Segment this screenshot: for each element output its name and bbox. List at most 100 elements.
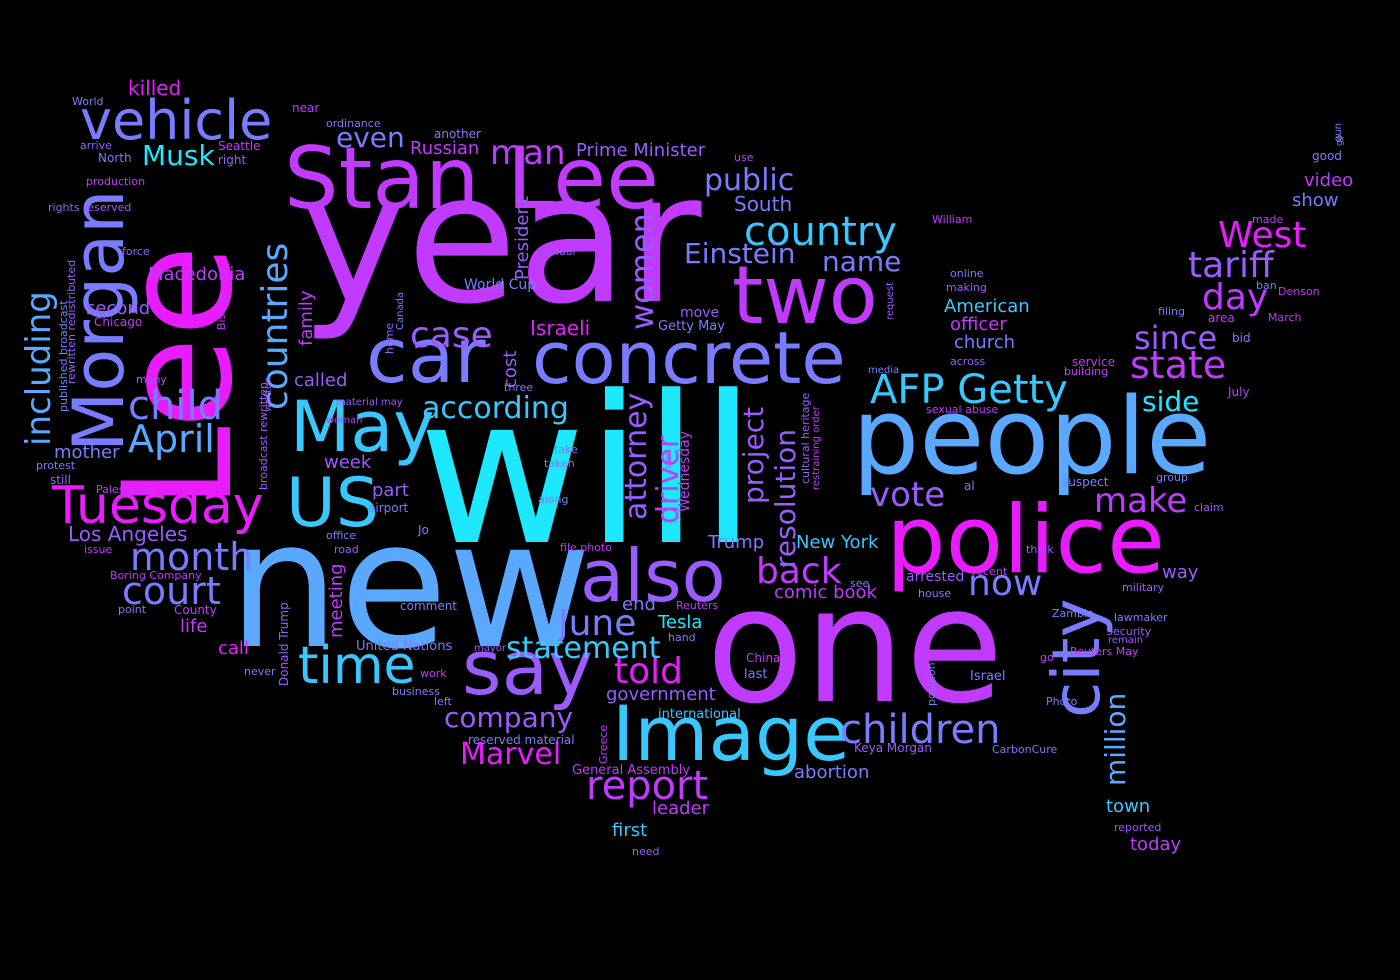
word: Tuesday — [52, 476, 264, 536]
word: airport — [368, 501, 409, 515]
word: will — [418, 353, 757, 591]
word: right — [218, 153, 247, 167]
word: April — [128, 417, 215, 461]
word: vehicle — [80, 89, 273, 152]
word: CarbonCure — [992, 743, 1058, 756]
word: also — [580, 534, 726, 618]
word: need — [632, 845, 660, 858]
word: case — [410, 315, 493, 356]
word: hand — [668, 631, 696, 644]
word: mayor — [474, 643, 507, 654]
word: according — [422, 391, 569, 426]
word: take — [554, 443, 578, 456]
word: filing — [1158, 305, 1185, 318]
word: left — [434, 695, 452, 708]
word: tariff — [1188, 245, 1274, 286]
word: Photo — [1046, 695, 1078, 708]
word: country — [744, 209, 897, 255]
word: American — [944, 296, 1030, 317]
word: General Assembly — [572, 763, 691, 778]
word: al — [964, 479, 975, 493]
word: suspect — [1062, 475, 1109, 489]
word: West — [1218, 215, 1307, 256]
word: arrive — [80, 139, 112, 152]
word: meeting — [326, 563, 347, 638]
word: Jo — [418, 523, 429, 537]
word: Donald Trump — [277, 602, 291, 686]
word: side — [1142, 385, 1200, 418]
word: request — [885, 281, 896, 320]
word: family — [296, 290, 317, 346]
word: bid — [1232, 331, 1251, 345]
word: lawmaker — [1114, 611, 1168, 624]
word: made — [1252, 213, 1284, 226]
word: protest — [36, 459, 76, 472]
word: use — [734, 151, 754, 164]
word: court — [122, 569, 221, 613]
word: attorney — [619, 392, 654, 520]
word: rights reserved — [48, 201, 132, 214]
word: project — [737, 406, 770, 504]
word: told — [614, 651, 683, 692]
word: Image — [612, 689, 851, 778]
word: state — [1130, 343, 1227, 387]
word: three — [504, 381, 534, 394]
word: point — [118, 603, 147, 616]
word: Musk — [142, 139, 215, 172]
word: million — [1099, 692, 1132, 786]
word: many — [136, 373, 167, 386]
word: child — [128, 383, 223, 429]
word: Boring Company — [110, 569, 202, 582]
word: remain — [1108, 635, 1144, 646]
word: taken — [544, 457, 575, 470]
word: sexual — [540, 245, 576, 258]
word: woman — [326, 415, 363, 426]
word: South — [734, 192, 793, 216]
word: now — [968, 563, 1043, 604]
word: Marvel — [460, 737, 562, 772]
word: material may — [336, 397, 403, 408]
word: go — [1040, 651, 1054, 664]
word: since — [1134, 319, 1218, 357]
word: life — [180, 616, 208, 637]
word: public — [704, 163, 795, 198]
word: written — [263, 376, 274, 412]
word: end — [622, 594, 656, 615]
word: police — [886, 486, 1165, 595]
word: Keya Morgan — [854, 741, 932, 755]
word: move — [680, 305, 720, 321]
word: Prime Minister — [576, 140, 706, 161]
word: June — [558, 603, 637, 644]
word: town — [1106, 796, 1151, 817]
word: think — [1026, 543, 1054, 556]
word: rewritten redistributed — [65, 259, 78, 384]
word: man — [490, 133, 566, 173]
word: way — [1162, 562, 1199, 583]
word: including — [19, 291, 59, 446]
word: first — [612, 820, 648, 841]
word: Denson — [1278, 285, 1320, 298]
word: July — [1228, 385, 1250, 399]
word: sexual abuse — [926, 403, 999, 416]
word: leader — [652, 798, 710, 819]
word: comment — [400, 599, 458, 613]
word: second — [86, 298, 151, 319]
word: President — [512, 196, 533, 280]
word: Einstein — [684, 237, 796, 270]
word: AFP Getty — [870, 367, 1068, 413]
word: May — [290, 386, 435, 468]
word: Reuters — [676, 599, 719, 612]
word: Israel — [970, 669, 1006, 684]
word: restraining order — [811, 406, 822, 490]
word: force — [122, 245, 150, 258]
word: arrested — [906, 569, 965, 585]
word: Palestinian — [96, 483, 156, 496]
word: recent — [972, 565, 1008, 578]
word: building — [1064, 365, 1109, 378]
word: two — [732, 249, 878, 342]
word: Greece — [597, 724, 610, 764]
word: last — [744, 667, 768, 682]
word: group — [1156, 471, 1188, 484]
word: North — [98, 151, 132, 165]
